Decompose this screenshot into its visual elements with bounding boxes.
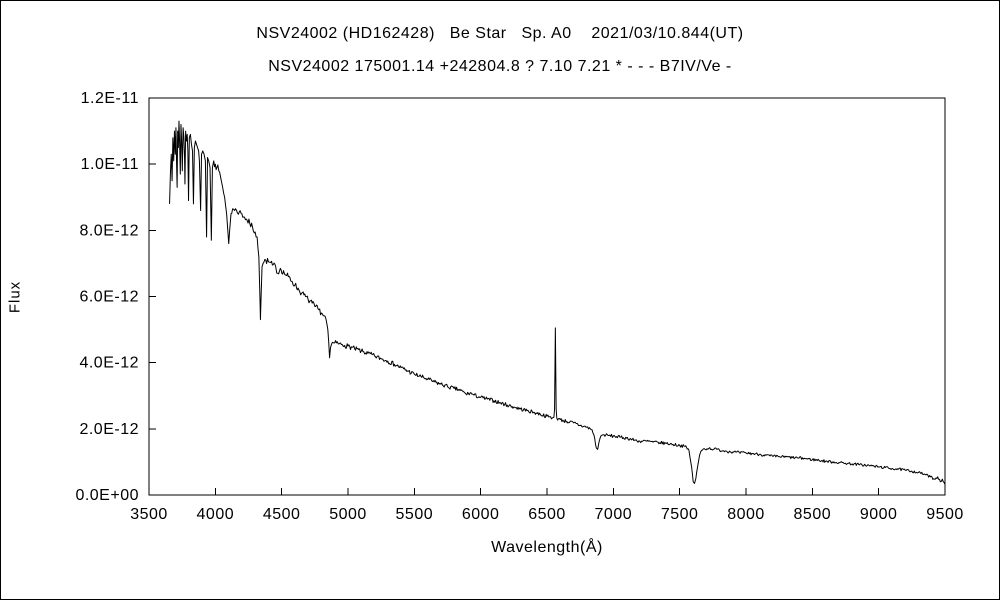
chart-subtitle: NSV24002 175001.14 +242804.8 ? 7.10 7.21…: [268, 58, 732, 75]
x-tick-label: 5500: [396, 506, 434, 523]
x-tick-label: 4000: [197, 506, 235, 523]
x-tick-label: 3500: [130, 506, 168, 523]
y-tick-label: 8.0E-12: [79, 222, 139, 239]
x-tick-label: 4500: [263, 506, 301, 523]
x-tick-label: 6500: [528, 506, 566, 523]
y-tick-label: 1.0E-11: [81, 156, 139, 173]
plot-frame: [148, 97, 946, 496]
chart-title: NSV24002 (HD162428) Be Star Sp. A0 2021/…: [256, 25, 744, 42]
x-tick-label: 7500: [661, 506, 699, 523]
x-tick-label: 5000: [329, 506, 367, 523]
x-tick-label: 6000: [462, 506, 500, 523]
spectrum-line: [169, 120, 946, 485]
x-axis-label: Wavelength(Å): [491, 539, 603, 556]
x-tick-label: 7000: [595, 506, 633, 523]
y-tick-label: 0.0E+00: [75, 487, 139, 504]
x-tick-label: 8500: [794, 506, 832, 523]
y-tick-label: 1.2E-11: [81, 90, 139, 107]
y-tick-label: 2.0E-12: [79, 421, 139, 438]
x-tick-label: 9000: [860, 506, 898, 523]
y-tick-label: 6.0E-12: [79, 289, 139, 306]
x-tick-label: 9500: [926, 506, 964, 523]
x-tick-label: 8000: [727, 506, 765, 523]
y-tick-label: 4.0E-12: [79, 355, 139, 372]
